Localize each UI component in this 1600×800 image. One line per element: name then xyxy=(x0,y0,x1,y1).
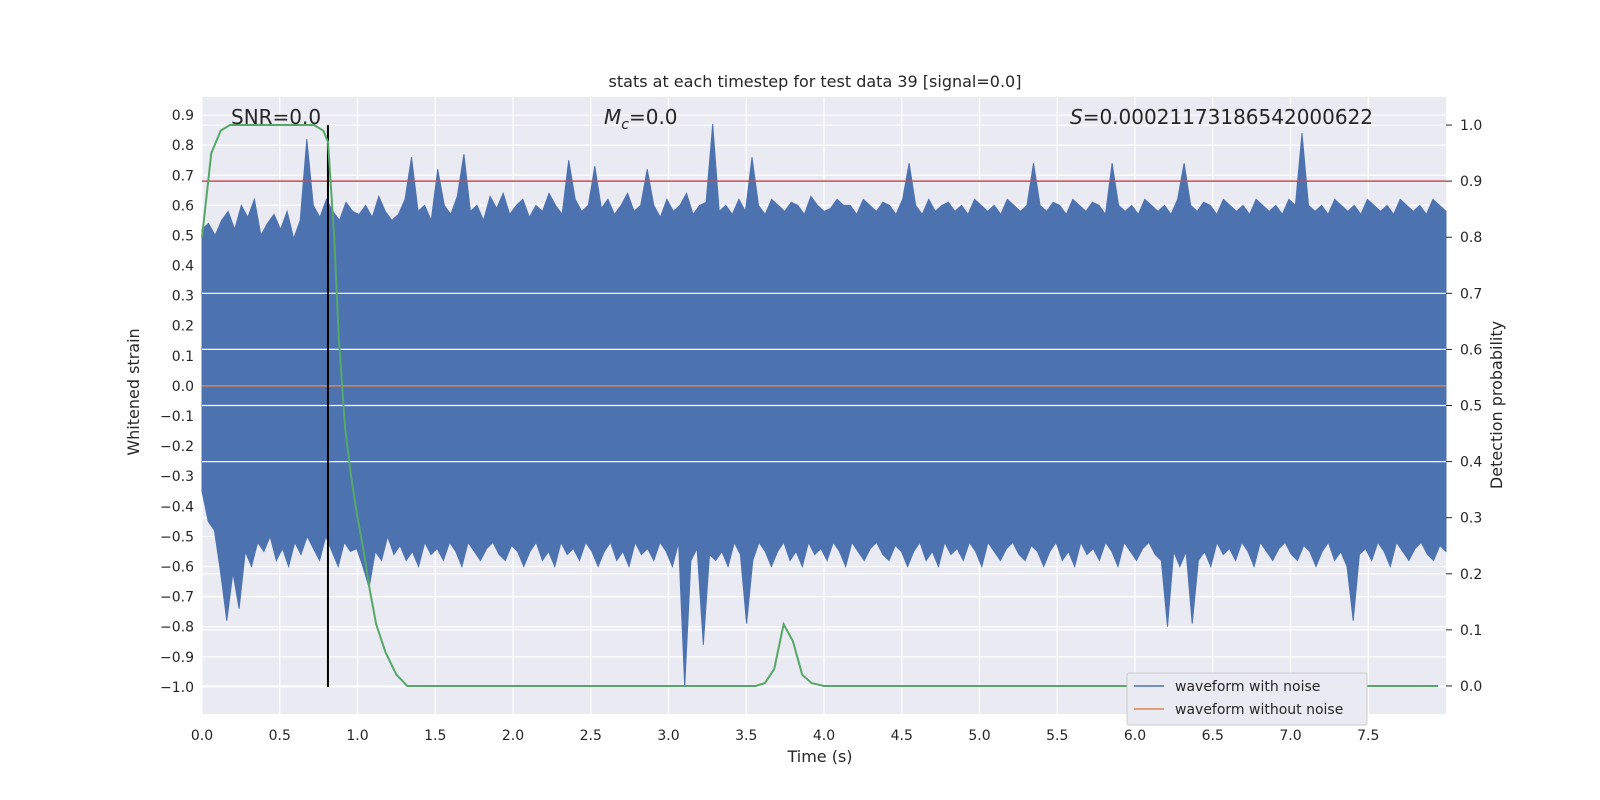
x-tick-label: 7.0 xyxy=(1279,728,1301,744)
series-detection-probability xyxy=(201,124,1439,687)
chirp-mass-value: =0.0 xyxy=(629,105,678,129)
y-tick-label: 0.1 xyxy=(172,349,194,365)
y-tick-label: 0.6 xyxy=(172,198,194,214)
y-tick-label: −0.1 xyxy=(160,409,194,425)
y-tick-label: 0.9 xyxy=(172,108,194,124)
x-tick-label: 2.5 xyxy=(580,728,602,744)
x-tick-label: 3.5 xyxy=(735,728,757,744)
y-tick-label: −0.6 xyxy=(160,560,194,576)
y-right-tick-label: 0.1 xyxy=(1460,623,1482,639)
x-tick-label: 0.0 xyxy=(191,728,213,744)
x-tick-label: 3.0 xyxy=(657,728,679,744)
x-tick-label: 2.0 xyxy=(502,728,524,744)
y-axis-right-label: Detection probability xyxy=(1487,321,1506,489)
snr-annotation: SNR=0.0 xyxy=(231,105,321,129)
y-tick-label: −0.2 xyxy=(160,439,194,455)
y-right-tick-label: 0.8 xyxy=(1460,230,1482,246)
legend-box xyxy=(1126,672,1368,726)
y-tick-label: −1.0 xyxy=(160,680,194,696)
series-layer xyxy=(201,124,1447,687)
y-right-tick-label: 0.0 xyxy=(1460,679,1482,695)
legend-label-with-noise: waveform with noise xyxy=(1175,679,1320,695)
y-right-tick-label: 0.5 xyxy=(1460,399,1482,415)
y-right-tick-label: 0.2 xyxy=(1460,567,1482,583)
y-right-tick-label: 1.0 xyxy=(1460,118,1482,134)
chirp-mass-subscript: c xyxy=(621,117,629,133)
y-axis-label: Whitened strain xyxy=(124,328,143,455)
y-tick-label: 0.5 xyxy=(172,228,194,244)
score-annotation: S=0.00021173186542000622 xyxy=(1070,105,1373,129)
y-tick-label: −0.3 xyxy=(160,469,194,485)
y-tick-label: 0.0 xyxy=(172,379,194,395)
x-axis-label: Time (s) xyxy=(786,747,852,766)
chart-title: stats at each timestep for test data 39 … xyxy=(609,72,1022,91)
y-tick-label: −0.7 xyxy=(160,590,194,606)
x-tick-label: 5.0 xyxy=(968,728,990,744)
x-tick-label: 0.5 xyxy=(269,728,291,744)
y-tick-label: 0.8 xyxy=(172,138,194,154)
x-tick-label: 6.0 xyxy=(1124,728,1146,744)
score-value: =0.00021173186542000622 xyxy=(1083,105,1373,129)
score-symbol: S xyxy=(1070,105,1083,129)
y-tick-label: −0.8 xyxy=(160,620,194,636)
waveform-noise-core xyxy=(202,295,1446,486)
y-tick-label: 0.4 xyxy=(172,259,194,275)
y-right-tick-label: 0.6 xyxy=(1460,342,1482,358)
legend: waveform with noise waveform without noi… xyxy=(1126,672,1368,726)
x-tick-label: 4.5 xyxy=(891,728,913,744)
y-right-tick-label: 0.3 xyxy=(1460,511,1482,527)
y-right-tick-label: 0.4 xyxy=(1460,455,1482,471)
y-tick-label: 0.2 xyxy=(172,319,194,335)
chirp-mass-annotation: Mc=0.0 xyxy=(604,105,678,133)
x-tick-label: 1.0 xyxy=(346,728,368,744)
x-tick-label: 4.0 xyxy=(813,728,835,744)
x-tick-label: 7.5 xyxy=(1357,728,1379,744)
legend-label-without-noise: waveform without noise xyxy=(1175,702,1343,718)
x-tick-label: 5.5 xyxy=(1046,728,1068,744)
y-tick-label: 0.7 xyxy=(172,168,194,184)
y-right-tick-label: 0.7 xyxy=(1460,286,1482,302)
y-tick-label: −0.9 xyxy=(160,650,194,666)
y-tick-label: −0.4 xyxy=(160,499,194,515)
y-right-tick-label: 0.9 xyxy=(1460,174,1482,190)
x-tick-label: 1.5 xyxy=(424,728,446,744)
x-tick-label: 6.5 xyxy=(1202,728,1224,744)
y-tick-label: −0.5 xyxy=(160,529,194,545)
y-tick-label: 0.3 xyxy=(172,289,194,305)
chirp-mass-symbol: M xyxy=(604,105,621,129)
